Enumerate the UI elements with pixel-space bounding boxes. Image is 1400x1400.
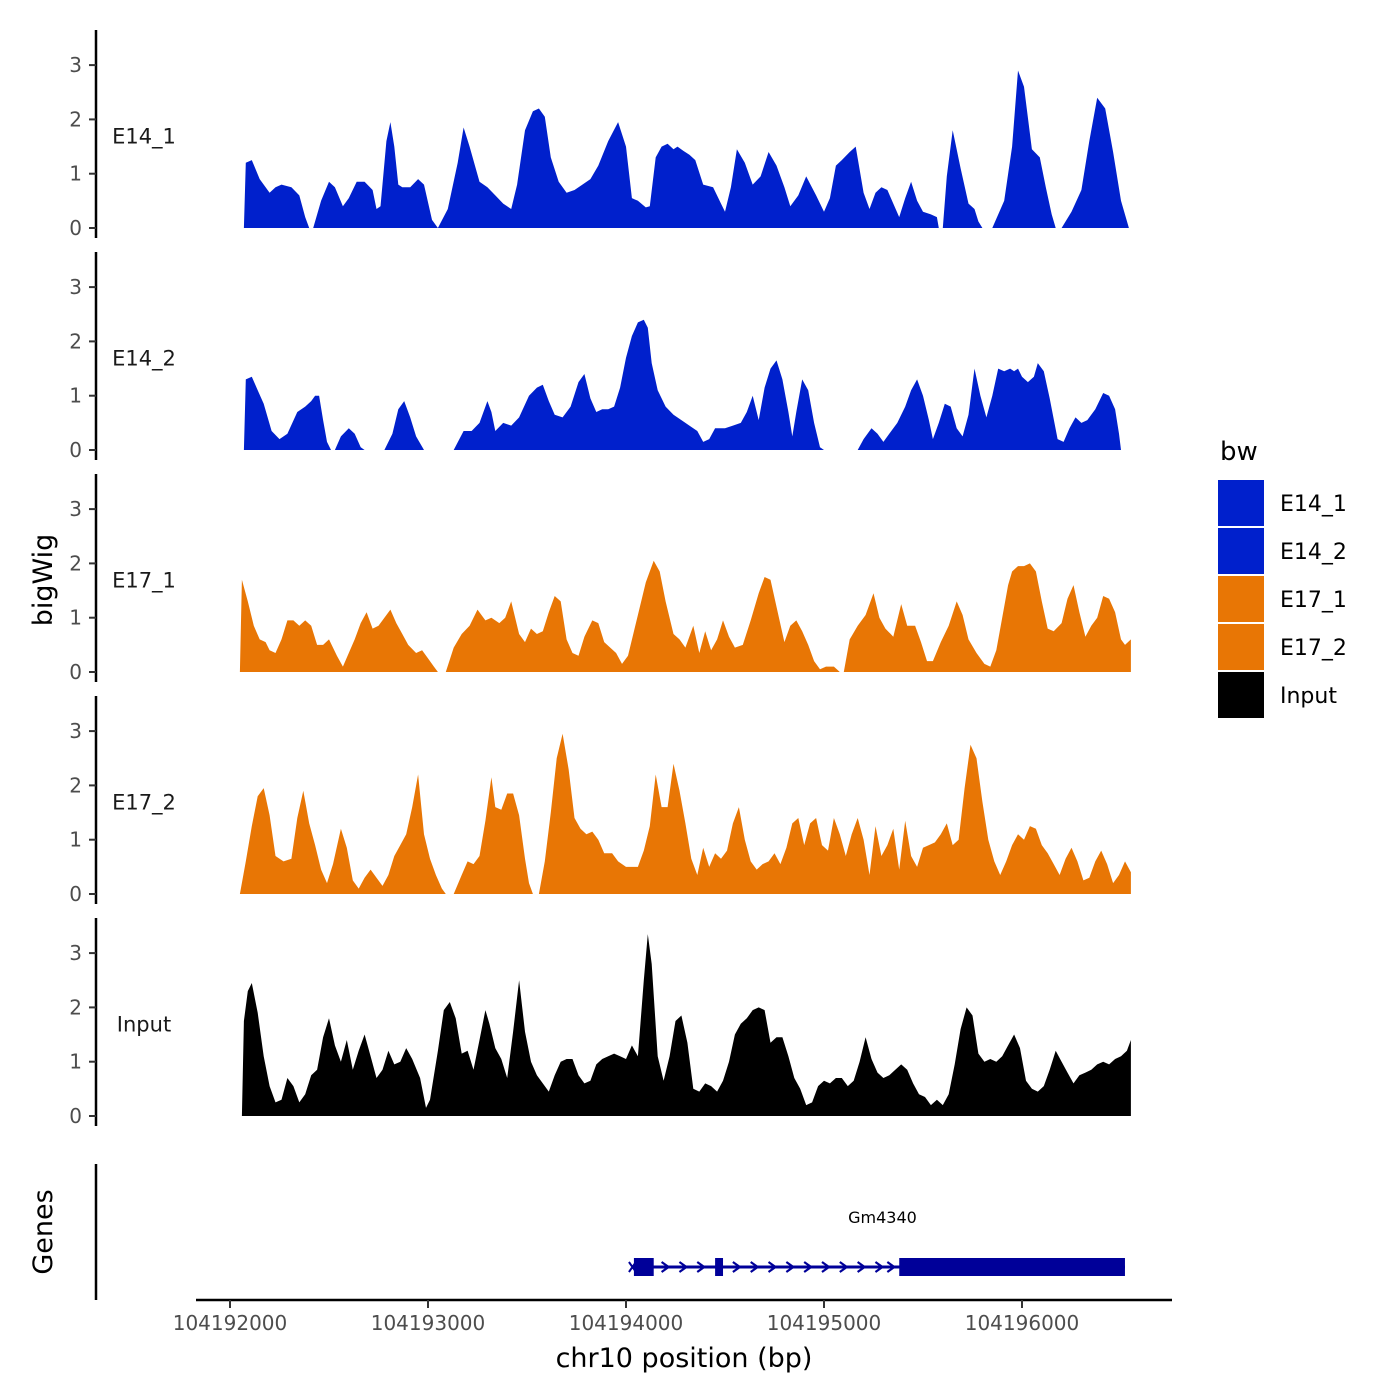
legend: bw E14_1 E14_2 E17_1 E17_2 Input (1218, 437, 1347, 718)
strand-arrow (678, 1261, 689, 1273)
x-tick-label-104193000: 104193000 (371, 1311, 486, 1335)
y-tick-label-E17_1-0: 0 (69, 660, 82, 684)
strand-arrow (803, 1261, 814, 1273)
strand-arrow (785, 1261, 796, 1273)
y-tick-label-Input-3: 3 (69, 941, 82, 965)
coverage-area-E14_1 (243, 70, 1129, 228)
coverage-area-Input (241, 934, 1131, 1116)
legend-label-Input: Input (1280, 684, 1337, 709)
legend-label-E14_1: E14_1 (1280, 492, 1347, 517)
y-tick-label-Input-0: 0 (69, 1104, 82, 1128)
track-E14_2: 0 1 2 3 E14_2 (69, 252, 1121, 462)
legend-item-Input: Input (1218, 672, 1337, 718)
y-tick-label-E17_1-3: 3 (69, 497, 82, 521)
x-tick-label-104195000: 104195000 (767, 1311, 882, 1335)
legend-label-E17_2: E17_2 (1280, 636, 1347, 661)
strand-arrow (750, 1261, 760, 1273)
y-tick-label-E14_2-3: 3 (69, 275, 82, 299)
gene-label-Gm4340: Gm4340 (848, 1208, 917, 1227)
legend-title: bw (1220, 437, 1258, 467)
genes-axis-title: Genes (28, 1189, 59, 1274)
gene-exon-2 (715, 1258, 724, 1276)
legend-items: E14_1 E14_2 E17_1 E17_2 Input (1218, 480, 1347, 718)
genes-panel: Gm4340 (94, 1164, 1125, 1300)
x-axis-title: chr10 position (bp) (556, 1343, 813, 1374)
strand-arrow (696, 1261, 707, 1273)
strand-arrow (874, 1261, 885, 1273)
x-tick-label-104194000: 104194000 (569, 1311, 684, 1335)
y-tick-label-E14_2-0: 0 (69, 438, 82, 462)
legend-item-E14_2: E14_2 (1218, 528, 1347, 574)
track-label-Input: Input (117, 1013, 171, 1037)
y-tick-label-E17_2-2: 2 (69, 773, 82, 797)
legend-item-E17_1: E17_1 (1218, 576, 1347, 622)
strand-arrow (732, 1261, 742, 1273)
track-E17_2: 0 1 2 3 E17_2 (69, 696, 1131, 906)
strand-arrow (839, 1261, 849, 1273)
y-tick-label-E14_2-2: 2 (69, 329, 82, 353)
legend-swatch-Input (1218, 672, 1264, 718)
x-tick-label-104192000: 104192000 (173, 1311, 288, 1335)
y-tick-label-E14_2-1: 1 (69, 384, 82, 408)
coverage-area-E17_2 (239, 733, 1131, 894)
y-tick-label-E14_1-1: 1 (69, 162, 82, 186)
legend-label-E17_1: E17_1 (1280, 588, 1347, 613)
y-axis-title: bigWig (28, 534, 59, 627)
strand-arrow (660, 1261, 671, 1273)
strand-arrow (856, 1261, 867, 1273)
y-tick-label-Input-2: 2 (69, 995, 82, 1019)
legend-item-E17_2: E17_2 (1218, 624, 1347, 670)
genes-group: Gm4340 (628, 1208, 1125, 1276)
legend-swatch-E14_1 (1218, 480, 1264, 526)
y-tick-label-E17_2-0: 0 (69, 882, 82, 906)
y-tick-label-E17_1-2: 2 (69, 551, 82, 575)
gene-exon-3 (899, 1258, 1125, 1276)
y-tick-label-E17_2-1: 1 (69, 828, 82, 852)
track-label-E14_1: E14_1 (112, 125, 176, 150)
y-tick-label-E14_1-2: 2 (69, 107, 82, 131)
legend-swatch-E14_2 (1218, 528, 1264, 574)
legend-label-E14_2: E14_2 (1280, 540, 1347, 565)
strand-arrow (767, 1261, 778, 1273)
legend-item-E14_1: E14_1 (1218, 480, 1347, 526)
strand-arrow (821, 1261, 831, 1273)
x-axis: 104192000 104193000 104194000 104195000 1041… (173, 1298, 1172, 1335)
tracks-group: 0 1 2 3 E14_1 0 1 2 3 E14_2 0 1 2 3 E17_1 0 1 2 3 E17_2 0 1 2 3… (69, 30, 1131, 1128)
y-tick-label-E17_2-3: 3 (69, 719, 82, 743)
track-label-E14_2: E14_2 (112, 347, 176, 372)
strand-arrow (886, 1261, 897, 1273)
y-tick-label-Input-1: 1 (69, 1050, 82, 1074)
track-Input: 0 1 2 3 Input (69, 918, 1131, 1128)
legend-swatch-E17_2 (1218, 624, 1264, 670)
gene-exon-1 (633, 1258, 654, 1276)
coverage-area-E14_2 (243, 319, 1121, 450)
x-ticks: 104192000 104193000 104194000 104195000 1041… (173, 1300, 1080, 1335)
y-tick-label-E17_1-1: 1 (69, 606, 82, 630)
y-tick-label-E14_1-0: 0 (69, 216, 82, 240)
track-label-E17_2: E17_2 (112, 791, 176, 816)
track-label-E17_1: E17_1 (112, 569, 176, 594)
legend-swatch-E17_1 (1218, 576, 1264, 622)
y-tick-label-E14_1-3: 3 (69, 53, 82, 77)
x-tick-label-104196000: 104196000 (965, 1311, 1080, 1335)
gene-Gm4340: Gm4340 (628, 1208, 1125, 1276)
coverage-area-E17_1 (239, 560, 1131, 672)
track-E17_1: 0 1 2 3 E17_1 (69, 474, 1131, 684)
track-E14_1: 0 1 2 3 E14_1 (69, 30, 1129, 240)
